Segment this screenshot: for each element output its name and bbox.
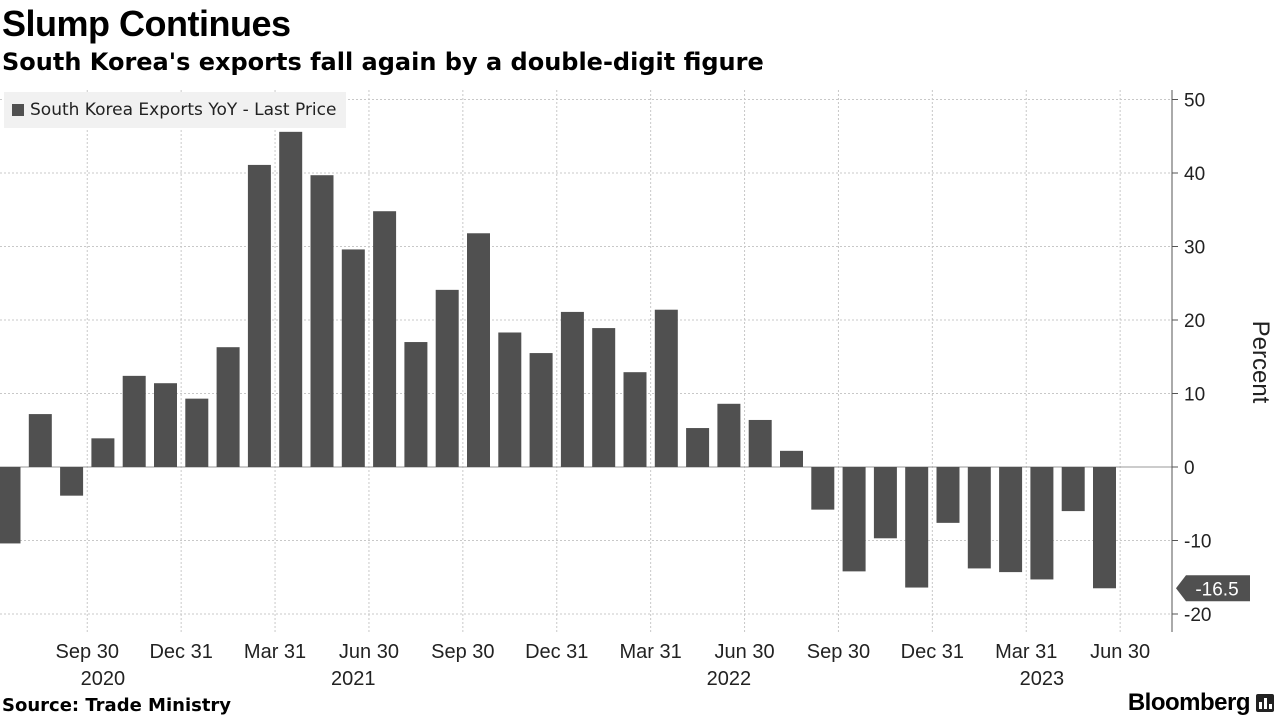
bar: [28, 414, 52, 467]
bar: [529, 353, 553, 467]
bar: [91, 438, 115, 467]
bar: [310, 175, 334, 467]
y-tick-label: 40: [1184, 164, 1205, 185]
last-value-callout: [1176, 575, 1250, 602]
bar: [717, 403, 741, 467]
x-tick-label: Mar 31: [244, 641, 306, 663]
bar: [404, 342, 428, 467]
bar: [435, 289, 459, 467]
x-year-label: 2023: [1020, 668, 1065, 690]
bar: [842, 467, 866, 572]
bar: [623, 372, 647, 467]
bar: [1061, 467, 1085, 512]
x-tick-label: Jun 30: [339, 641, 399, 663]
x-tick-label: Sep 30: [56, 641, 119, 663]
x-tick-label: Dec 31: [149, 641, 212, 663]
legend-swatch: [12, 104, 24, 116]
bar: [560, 311, 584, 467]
bar: [1093, 467, 1116, 589]
bar: [467, 233, 490, 467]
bar: [592, 328, 616, 467]
bar: [279, 131, 303, 467]
last-value-label: -16.5: [1195, 579, 1238, 600]
bloomberg-chart-icon: [1256, 694, 1274, 712]
y-axis-title: Percent: [1247, 321, 1274, 404]
y-tick-label: -20: [1184, 605, 1211, 626]
bar: [154, 383, 177, 467]
y-tick-label: 50: [1184, 91, 1205, 112]
bar: [905, 467, 929, 588]
x-tick-label: Dec 31: [525, 641, 588, 663]
x-tick-label: Jun 30: [715, 641, 775, 663]
bar: [936, 467, 960, 523]
x-year-label: 2022: [707, 668, 752, 690]
bar: [122, 375, 146, 467]
legend-label: South Korea Exports YoY - Last Price: [30, 100, 337, 120]
legend: South Korea Exports YoY - Last Price: [4, 92, 347, 128]
bar: [999, 467, 1023, 573]
bar: [654, 309, 678, 467]
x-tick-label: Jun 30: [1090, 641, 1150, 663]
bar: [748, 419, 772, 467]
y-tick-label: 0: [1184, 458, 1195, 479]
bloomberg-logo: Bloomberg: [1127, 689, 1251, 716]
bar: [780, 450, 803, 467]
x-tick-label: Mar 31: [620, 641, 682, 663]
x-tick-label: Mar 31: [995, 641, 1057, 663]
bar: [873, 467, 897, 539]
chart-subtitle: South Korea's exports fall again by a do…: [2, 48, 764, 76]
y-tick-label: -10: [1184, 532, 1211, 553]
bar: [967, 467, 991, 569]
chart-title: Slump Continues: [2, 3, 291, 44]
bar: [811, 467, 835, 510]
x-year-label: 2021: [331, 668, 376, 690]
source-note: Source: Trade Ministry: [2, 695, 232, 716]
bar: [0, 467, 21, 544]
bar: [185, 398, 209, 467]
bar: [60, 467, 84, 496]
y-tick-label: 20: [1184, 311, 1205, 332]
x-year-label: 2020: [81, 668, 126, 690]
bar: [216, 347, 240, 467]
y-tick-label: 10: [1184, 385, 1205, 406]
x-tick-label: Dec 31: [901, 641, 964, 663]
bar: [373, 211, 397, 467]
y-tick-label: 30: [1184, 238, 1205, 259]
bar: [1030, 467, 1054, 580]
bar: [341, 249, 365, 467]
bar: [498, 332, 522, 467]
bar: [686, 428, 710, 467]
x-tick-label: Sep 30: [431, 641, 494, 663]
x-tick-label: Sep 30: [807, 641, 870, 663]
bar: [247, 164, 271, 468]
